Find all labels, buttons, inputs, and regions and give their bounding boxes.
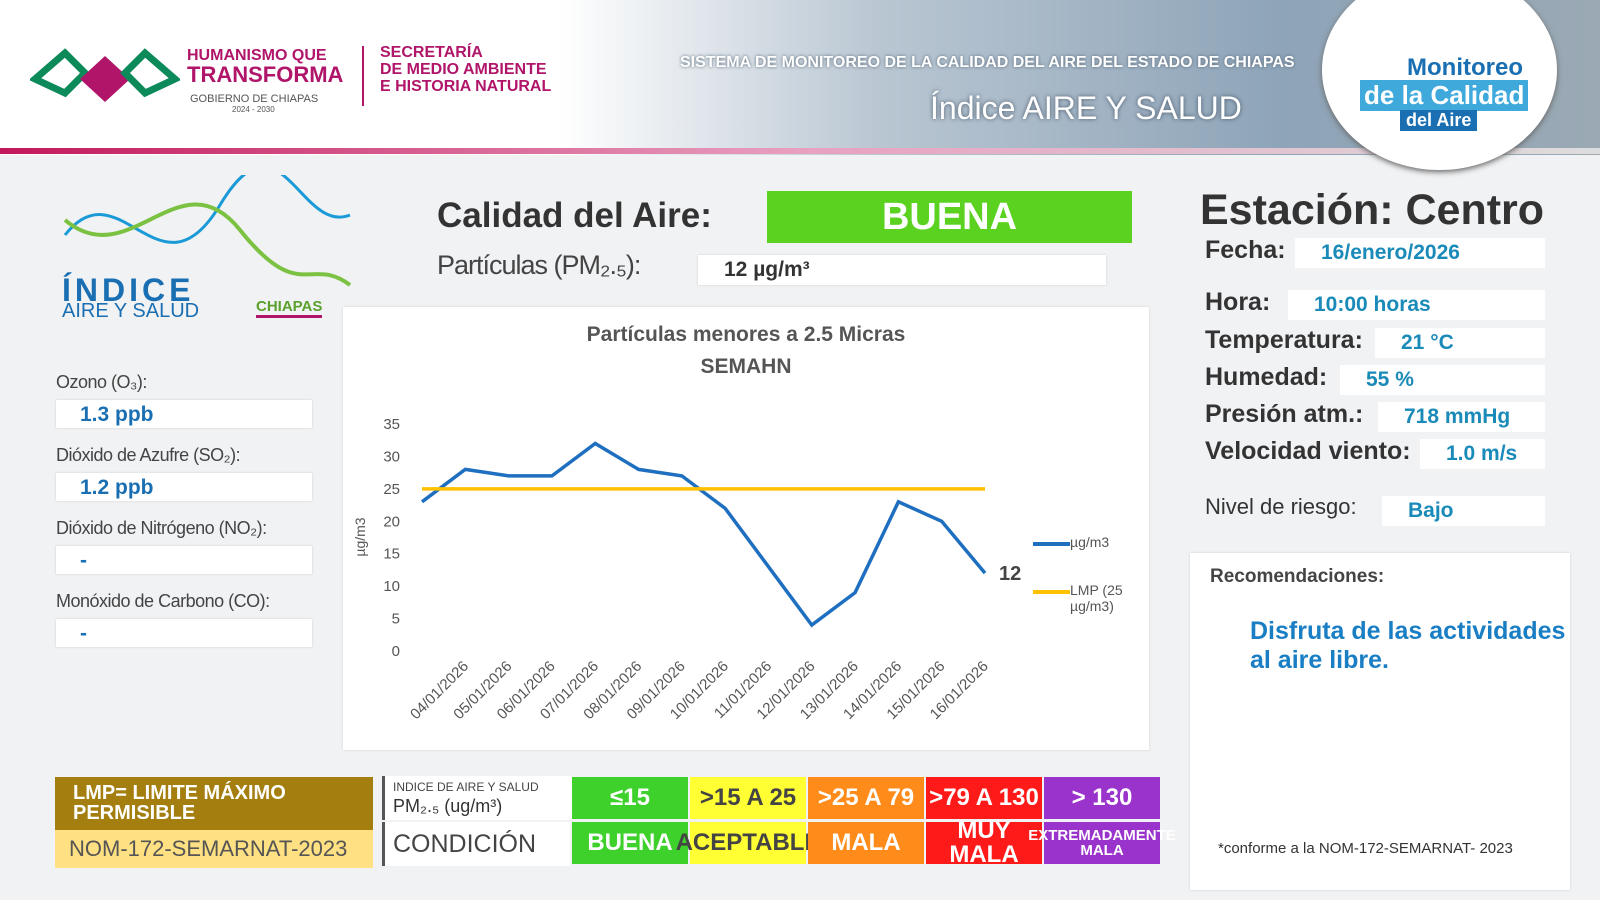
station-value: 10:00 horas [1288,290,1545,320]
level-condition: MUY MALA [926,819,1042,867]
badge-text: de la Calidad [1360,80,1529,111]
station-value: 55 % [1340,365,1545,395]
header-stripe [0,148,1600,154]
level-range: >15 A 25 [690,777,806,819]
text: DE MEDIO AMBIENTE [380,61,547,78]
pollutant-box [56,400,312,428]
lmp-label: LMP= LIMITE MÁXIMO PERMISIBLE [55,777,373,830]
station-label: Velocidad viento: [1205,437,1411,465]
level-range: >79 A 130 [926,777,1042,819]
brand-line: TRANSFORMA [187,62,344,87]
gov-period: 2024 - 2030 [232,105,275,114]
pollutant-value: 1.3 ppb [80,403,154,426]
chart: Partículas menores a 2.5 Micras SEMAHN µg/… [352,323,1123,723]
text: E HISTORIA NATURAL [380,78,552,95]
recommend-panel [1190,553,1570,890]
station-label: Humedad: [1205,363,1328,391]
station-label: Nivel de riesgo: [1205,494,1357,519]
chart-subtitle: SEMAHN [700,355,791,378]
y-tick-label: 10 [383,578,400,595]
level-range: ≤15 [572,777,688,819]
badge-text: Monitoreo [1407,54,1523,81]
condition-header: CONDICIÓN [382,822,570,866]
station-label: Temperatura: [1205,326,1363,354]
quality-label: Calidad del Aire: [437,196,712,235]
pollutant-value: 1.2 ppb [80,476,154,499]
system-title: SISTEMA DE MONITOREO DE LA CALIDAD DEL A… [680,54,1295,71]
level-range: >25 A 79 [808,777,924,819]
pollutant-label: Dióxido de Azufre (SO₂): [56,445,241,465]
text: PM₂.₅ (ug/m³) [393,796,503,816]
pollutant-box [56,546,312,574]
text: INDICE DE AIRE Y SALUD [393,780,539,794]
header: HUMANISMO QUE TRANSFORMA GOBIERNO DE CHI… [0,0,1600,170]
text: SECRETARÍA [380,44,483,61]
y-tick-label: 25 [383,481,400,498]
level-condition: EXTREMADAMENTE MALA [1028,822,1176,864]
legend-entry: µg/m3 [1070,534,1110,550]
series-line [420,441,987,628]
logo-text: AIRE Y SALUD [62,300,200,322]
station-value: 21 °C [1375,328,1545,358]
gov-logo [30,48,180,102]
y-tick-label: 15 [383,546,400,563]
level-condition: MALA [808,822,924,864]
station-label: Fecha: [1205,236,1286,264]
pollutant-label: Monóxido de Carbono (CO): [56,591,270,611]
quality-value: BUENA [767,191,1132,243]
divider [362,46,364,106]
logo-text: CHIAPAS [256,298,323,318]
level-condition: ACEPTABLE [676,822,820,864]
recommendation: Disfruta de las actividades al aire libr… [1250,617,1566,674]
level-condition: BUENA [572,822,688,864]
legend-text: LMP (25 µg/m3) [1070,582,1123,614]
chart-panel [343,307,1149,750]
y-tick-label: 30 [383,448,400,465]
index-title: Índice AIRE Y SALUD [930,90,1242,126]
index-header: INDICE DE AIRE Y SALUD PM₂.₅ (ug/m³) [382,776,573,820]
y-tick-label: 20 [383,513,400,530]
pollutant-label: Dióxido de Nitrógeno (NO₂): [56,518,267,538]
pm-value: 12 µg/m³ [698,255,1106,285]
station-value: 718 mmHg [1378,402,1545,432]
pollutant-value: - [80,622,87,645]
y-tick-label: 35 [383,416,400,433]
station-value: Bajo [1382,496,1545,526]
index-logo [63,175,352,287]
norm: NOM-172-SEMARNAT-2023 [55,830,373,868]
pollutant-box [56,619,312,647]
logo-text: ÍNDICE [62,272,195,308]
note: *conforme a la NOM-172-SEMARNAT- 2023 [1218,840,1513,857]
station-title: Estación: Centro [1200,186,1545,234]
station-value: 16/enero/2026 [1295,238,1545,268]
pollutant-label: Ozono (O₃): [56,372,147,392]
chart-title: Partículas menores a 2.5 Micras [587,323,906,346]
badge-text: del Aire [1400,110,1478,131]
station-label: Hora: [1205,288,1271,316]
legend-text: µg/m3 [1070,534,1110,550]
data-label: 12 [999,563,1021,585]
y-tick-label: 0 [392,643,400,660]
badge: Monitoreo de la Calidad del Aire [1322,0,1557,170]
legend-entry: LMP (25 µg/m3) [1070,582,1123,614]
pm-label: Partículas (PM₂.₅): [437,250,641,280]
y-axis-label: µg/m3 [352,517,368,556]
pollutant-box [56,473,312,501]
pollutant-value: - [80,549,87,572]
station-value: 1.0 m/s [1420,439,1545,469]
recommend-label: Recomendaciones: [1210,566,1385,587]
secretariat: SECRETARÍA DE MEDIO AMBIENTE E HISTORIA NA… [380,44,551,95]
brand-line: HUMANISMO QUE [187,47,327,64]
gov-name: GOBIERNO DE CHIAPAS [190,93,319,105]
level-range: > 130 [1044,777,1160,819]
station-label: Presión atm.: [1205,400,1364,428]
y-tick-label: 5 [392,611,400,628]
